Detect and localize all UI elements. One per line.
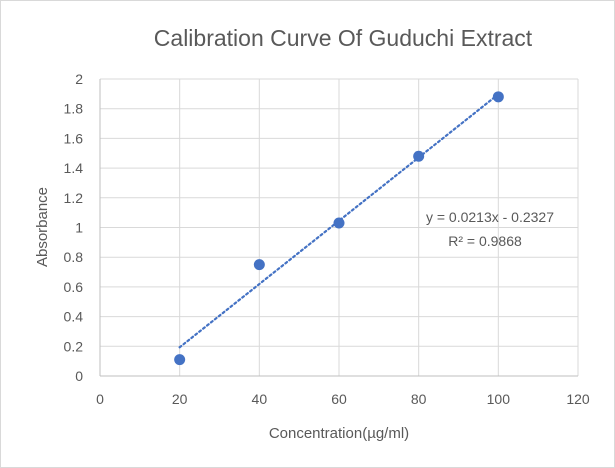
y-tick-label: 2 bbox=[75, 71, 83, 87]
axes bbox=[99, 79, 578, 377]
data-point bbox=[413, 150, 425, 162]
x-tick-label: 60 bbox=[331, 391, 347, 407]
data-point bbox=[253, 259, 265, 271]
x-tick-label: 120 bbox=[566, 391, 590, 407]
x-tick-label: 0 bbox=[96, 391, 104, 407]
trendline-equation: y = 0.0213x - 0.2327 bbox=[426, 209, 554, 225]
trendline-path bbox=[178, 93, 500, 349]
data-point bbox=[174, 354, 186, 366]
x-axis-label: Concentration(µg/ml) bbox=[269, 425, 409, 442]
y-tick-label: 0.2 bbox=[64, 338, 84, 354]
trendline bbox=[178, 93, 500, 349]
y-tick-label: 1.2 bbox=[64, 190, 84, 206]
y-tick-label: 0.8 bbox=[64, 249, 84, 265]
y-tick-label: 1.4 bbox=[64, 160, 84, 176]
tick-labels: 00.20.40.60.811.21.41.61.820 20 40 60 80 100 1… bbox=[64, 71, 590, 407]
y-tick-label: 1.8 bbox=[64, 101, 84, 117]
chart-title: Calibration Curve Of Guduchi Extract bbox=[154, 25, 533, 51]
y-tick-label: 1 bbox=[75, 220, 83, 236]
y-tick-label: 0.4 bbox=[64, 309, 84, 325]
y-tick-label: 0.6 bbox=[64, 279, 84, 295]
y-tick-label: 1.6 bbox=[64, 130, 84, 146]
y-tick-label: 0 bbox=[75, 368, 83, 384]
x-tick-label: 100 bbox=[487, 391, 511, 407]
x-tick-label: 40 bbox=[252, 391, 268, 407]
data-point bbox=[492, 91, 504, 103]
data-points bbox=[174, 91, 504, 366]
data-point bbox=[333, 217, 345, 229]
x-tick-label: 80 bbox=[411, 391, 427, 407]
x-tick-label: 20 bbox=[172, 391, 188, 407]
r-squared-label: R² = 0.9868 bbox=[448, 233, 522, 249]
y-axis-label: Absorbance bbox=[34, 187, 51, 267]
